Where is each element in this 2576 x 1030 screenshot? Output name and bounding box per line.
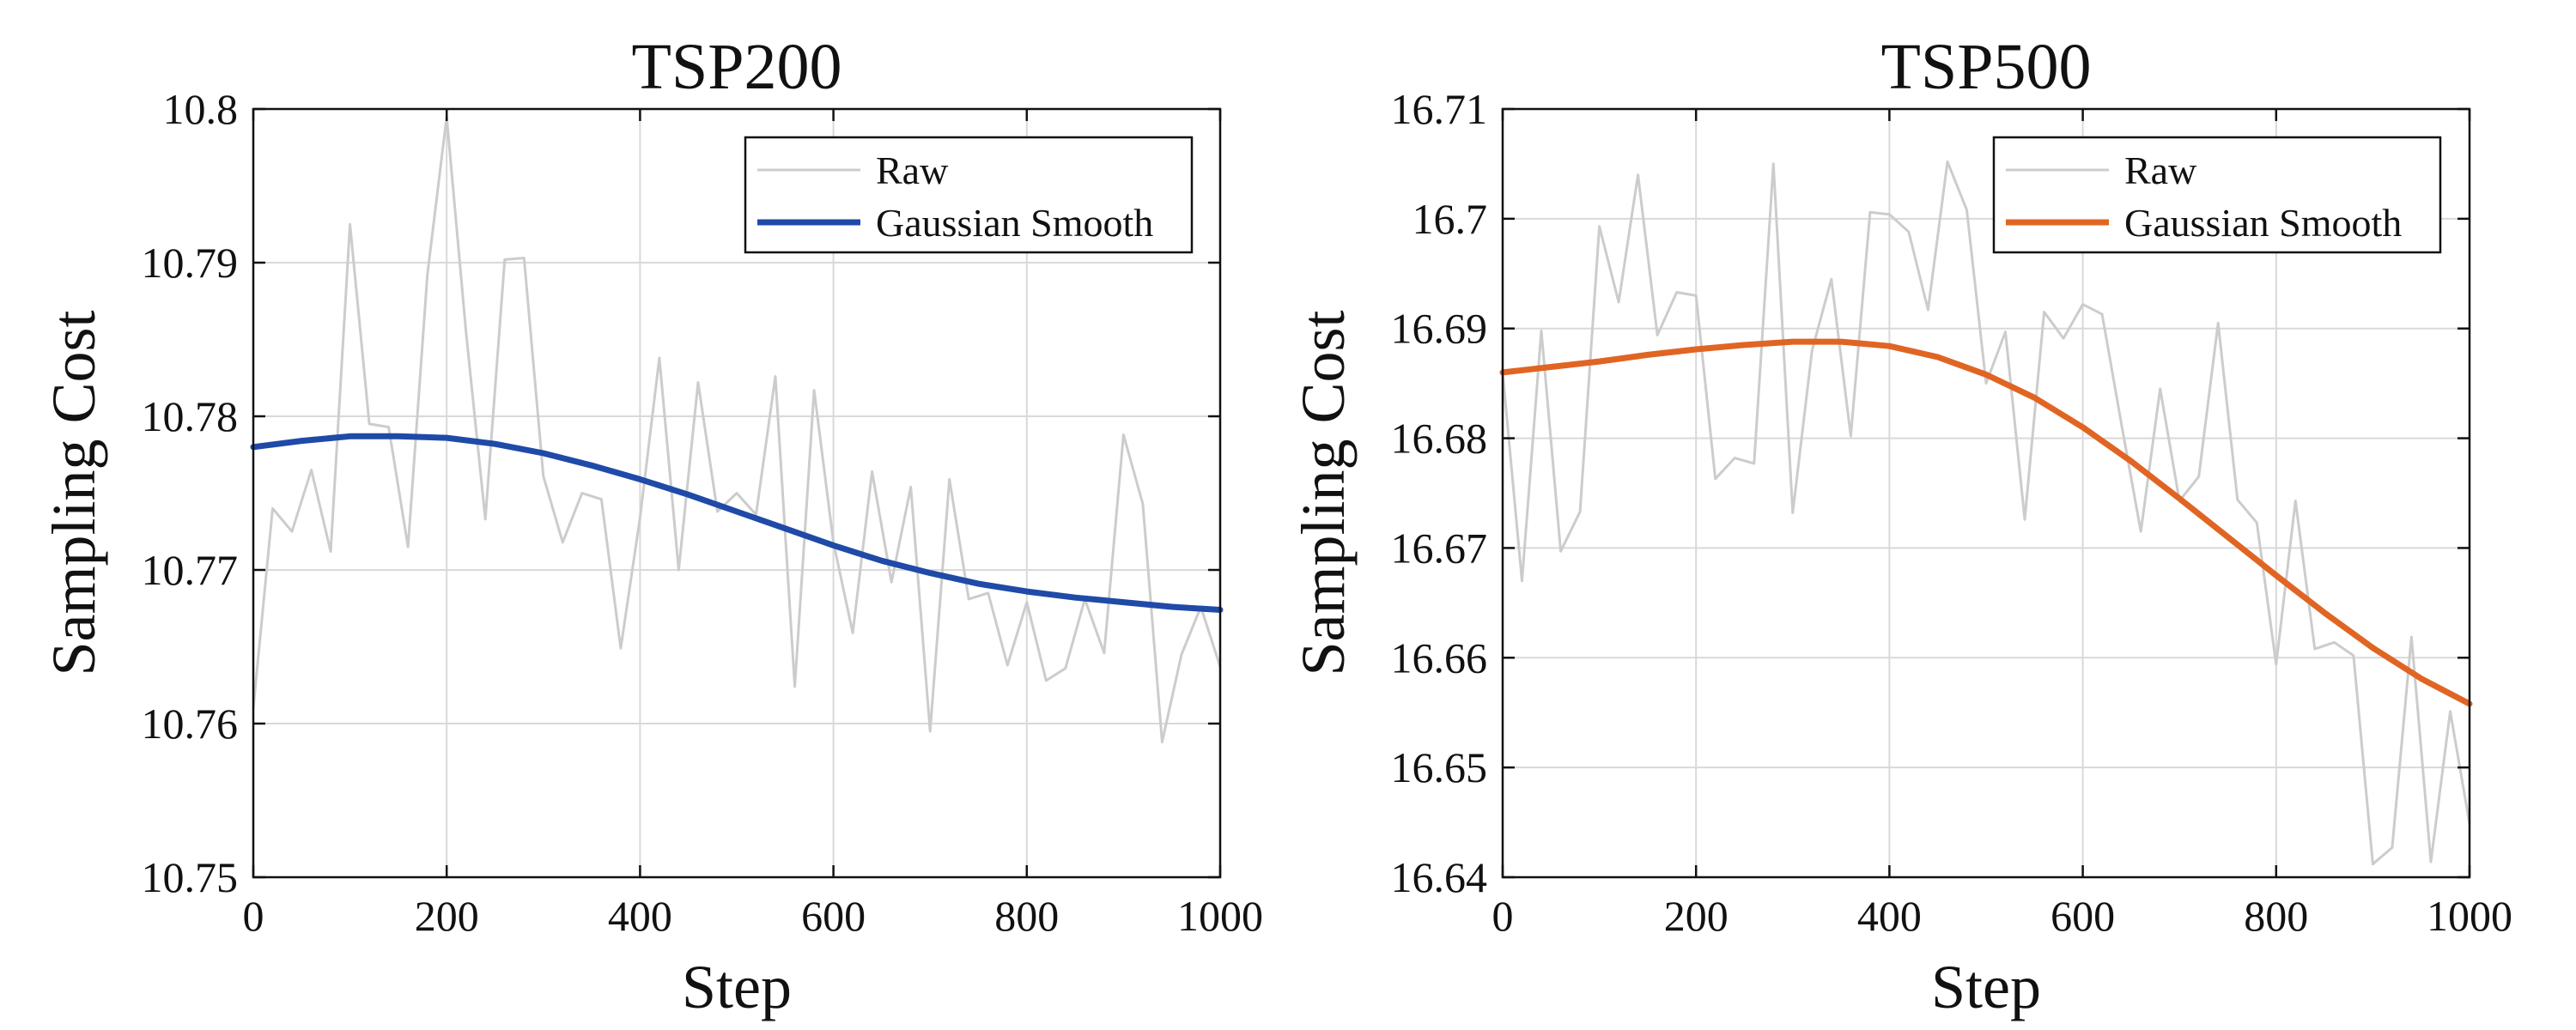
- y-tick-label: 16.71: [1391, 85, 1488, 133]
- smooth-series-line: [1499, 338, 2473, 707]
- y-tick-label: 16.68: [1391, 415, 1488, 463]
- x-tick-label: 200: [1664, 892, 1728, 940]
- y-tick-label: 10.76: [142, 700, 239, 748]
- axes-frame: [1501, 107, 2471, 879]
- x-tick-label: 600: [2050, 892, 2115, 940]
- x-tick-label: 600: [801, 892, 866, 940]
- y-tick-label: 10.75: [142, 853, 239, 901]
- x-tick-label: 200: [415, 892, 479, 940]
- legend-raw-label: Raw: [876, 148, 949, 192]
- y-axis-label: Sampling Cost: [39, 310, 108, 676]
- x-tick-label: 1000: [1177, 892, 1263, 940]
- legend-smooth-label: Gaussian Smooth: [2124, 201, 2402, 245]
- chart-title: TSP200: [632, 31, 842, 103]
- chart-panel-2: 0 200 400 600 800 1000 16.64 16.65 16.66 16.67 16.…: [1289, 31, 2512, 1021]
- x-tick-label: 0: [243, 892, 264, 940]
- legend: Raw Gaussian Smooth: [744, 136, 1194, 254]
- y-tick-label: 10.78: [142, 392, 239, 440]
- x-axis-label: Step: [682, 953, 792, 1021]
- y-tick-label: 10.77: [142, 546, 239, 594]
- y-tick-label: 16.7: [1413, 195, 1488, 243]
- x-tick-label: 800: [994, 892, 1059, 940]
- x-tick-label: 1000: [2427, 892, 2512, 940]
- legend-box: [1992, 136, 2442, 254]
- y-tick-label: 16.66: [1391, 633, 1488, 682]
- x-tick-label: 800: [2244, 892, 2308, 940]
- x-tick-label: 400: [608, 892, 672, 940]
- chart-title: TSP500: [1881, 31, 2092, 103]
- chart-panel-1: 0 200 400 600 800 1000 10.75 10.76 10.77 10.78 10.…: [39, 31, 1263, 1021]
- x-tick-label: 0: [1492, 892, 1514, 940]
- y-tick-label: 16.64: [1391, 853, 1488, 901]
- y-tick-label: 10.8: [163, 85, 239, 133]
- y-axis-label: Sampling Cost: [1289, 310, 1358, 676]
- x-tick-label: 400: [1857, 892, 1922, 940]
- x-axis-label: Step: [1931, 953, 2041, 1021]
- legend: Raw Gaussian Smooth: [1992, 136, 2442, 254]
- legend-smooth-label: Gaussian Smooth: [876, 201, 1153, 245]
- smooth-series-line: [250, 433, 1224, 613]
- raw-series-line: [252, 115, 1222, 743]
- y-tick-label: 16.65: [1391, 743, 1488, 791]
- legend-raw-label: Raw: [2124, 148, 2197, 192]
- legend-box: [744, 136, 1194, 254]
- y-tick-label: 10.79: [142, 239, 239, 287]
- y-tick-label: 16.67: [1391, 524, 1488, 572]
- axes-frame: [252, 107, 1222, 879]
- y-tick-label: 16.69: [1391, 305, 1488, 353]
